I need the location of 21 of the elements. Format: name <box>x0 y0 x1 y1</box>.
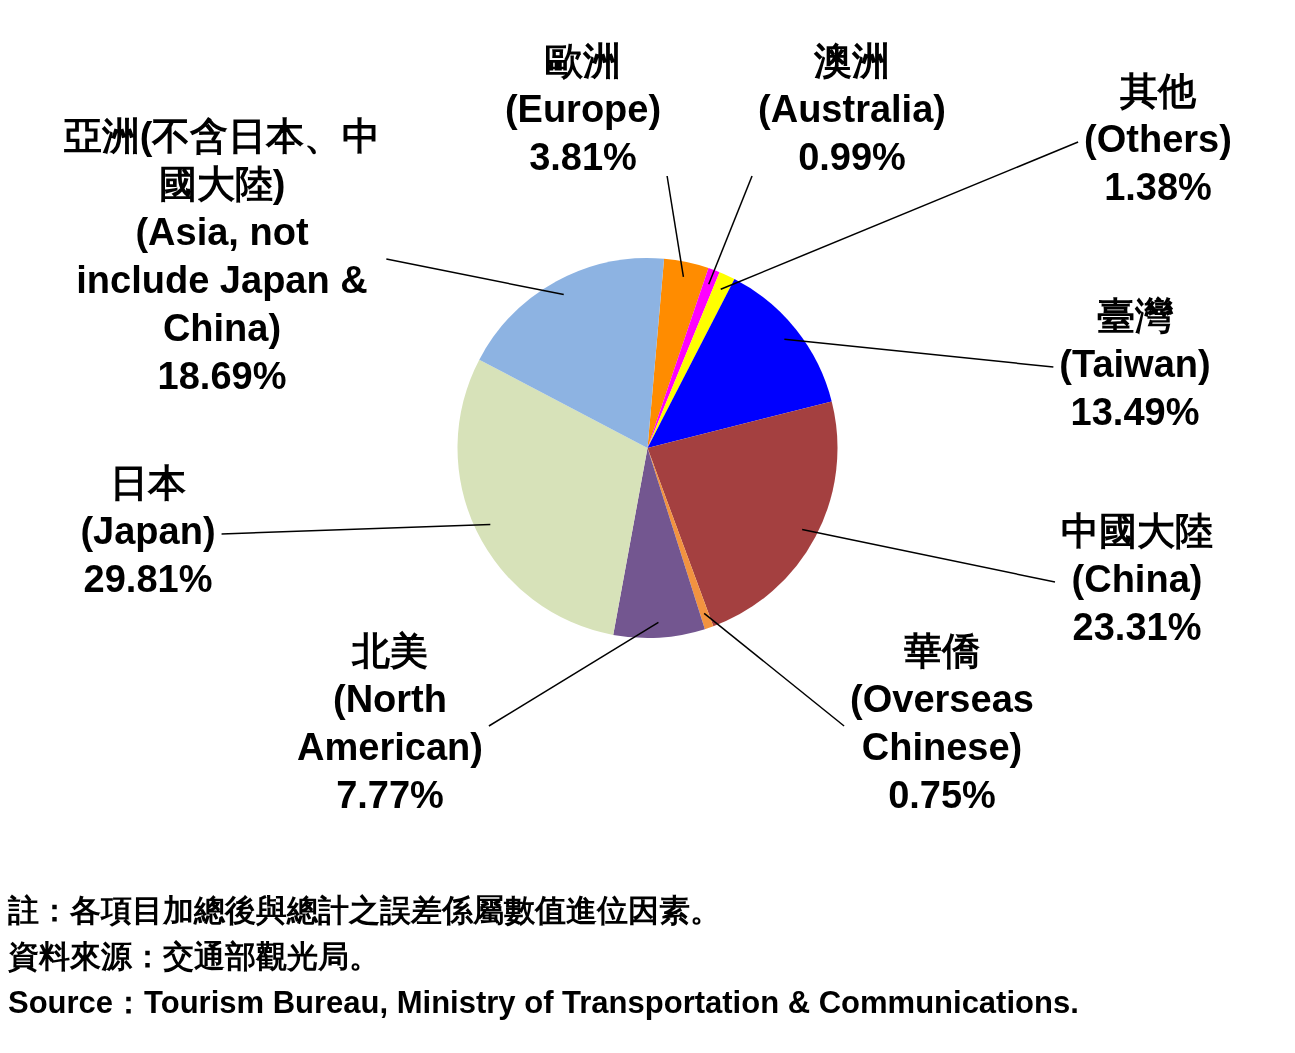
slice-label: 中國大陸 (China) <box>1061 510 1213 601</box>
slice-label: 其他 (Others) <box>1084 70 1232 161</box>
slice-label: 北美 (North American) <box>297 630 483 769</box>
data-label: 3.81% <box>529 136 637 179</box>
data-label: 18.69% <box>157 355 287 398</box>
data-label: 13.49% <box>1070 391 1200 434</box>
data-label: 0.99% <box>798 136 906 179</box>
data-label: 7.77% <box>336 774 444 817</box>
slice-label: 華僑 (Overseas Chinese) <box>850 630 1034 769</box>
slice-label: 亞洲(不含日本、中國大陸) (Asia, not include Japan & China) <box>62 115 381 350</box>
data-label: 29.81% <box>83 558 213 601</box>
slice-label: 歐洲 (Europe) <box>504 40 662 131</box>
data-label: 1.38% <box>1104 166 1212 209</box>
source-note: Source：Tourism Bureau, Ministry of Transportation & Communications. <box>8 984 1080 1022</box>
text: 註：各項目加總後與總計之誤差係屬數值進位因素。 <box>8 892 722 930</box>
slice-label: 日本 (Japan) <box>80 462 216 553</box>
slice-label: 臺灣 (Taiwan) <box>1059 295 1211 386</box>
data-label: 0.75% <box>888 774 996 817</box>
slice-label: 澳洲 (Australia) <box>758 40 946 131</box>
source-note: 資料來源：交通部觀光局。 <box>8 938 381 976</box>
data-label: 23.31% <box>1072 606 1202 649</box>
